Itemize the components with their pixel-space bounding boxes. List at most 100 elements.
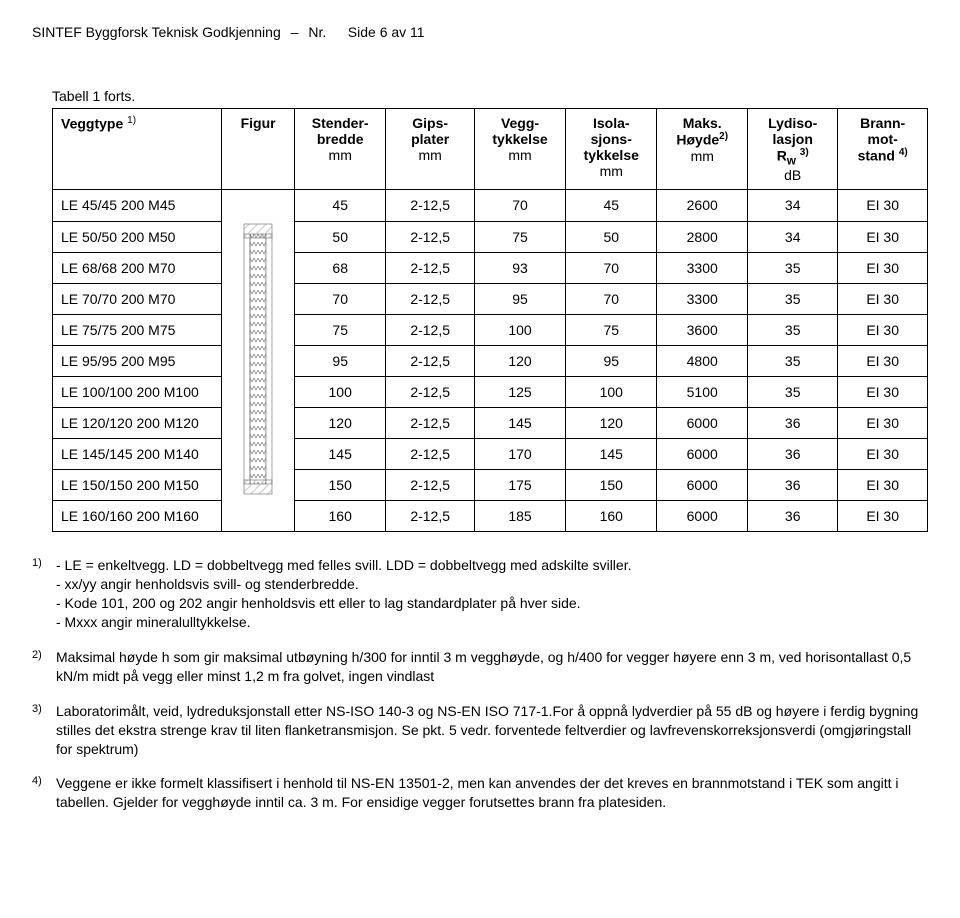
table-cell: 75 bbox=[294, 314, 386, 345]
table-cell: 6000 bbox=[657, 501, 748, 532]
footnote: 3)Laboratorimålt, veid, lydreduksjonstal… bbox=[32, 702, 928, 759]
footnotes: 1)- LE = enkeltvegg. LD = dobbeltvegg me… bbox=[32, 556, 928, 812]
footnote-number: 3) bbox=[32, 702, 56, 759]
footnote-number: 2) bbox=[32, 648, 56, 686]
col-header-isola: Isola- sjons- tykkelse mm bbox=[566, 109, 657, 190]
footnote-text: Veggene er ikke formelt klassifisert i h… bbox=[56, 774, 928, 812]
table-cell: 120 bbox=[566, 408, 657, 439]
footnote: 1)- LE = enkeltvegg. LD = dobbeltvegg me… bbox=[32, 556, 928, 632]
table-cell: 2800 bbox=[657, 221, 748, 252]
table-cell: EI 30 bbox=[838, 376, 928, 407]
table-cell: EI 30 bbox=[838, 283, 928, 314]
table-cell: 160 bbox=[566, 501, 657, 532]
table-cell: 100 bbox=[294, 376, 386, 407]
table-cell: 145 bbox=[566, 439, 657, 470]
cell-veggtype: LE 75/75 200 M75 bbox=[53, 314, 222, 345]
col-header-maks: Maks. Høyde2) mm bbox=[657, 109, 748, 190]
header-sep: – bbox=[291, 24, 299, 40]
table-cell: 50 bbox=[294, 221, 386, 252]
table-row: LE 160/160 200 M1601602-12,5185160600036… bbox=[53, 501, 928, 532]
table-cell: 35 bbox=[748, 345, 838, 376]
footnote-text: Maksimal høyde h som gir maksimal utbøyn… bbox=[56, 648, 928, 686]
table-cell: 70 bbox=[474, 190, 565, 221]
footnote-number: 4) bbox=[32, 774, 56, 812]
table-row: LE 45/45 200 M45 452-12,57045260034EI 30 bbox=[53, 190, 928, 221]
col-header-brann: Brann- mot- stand 4) bbox=[838, 109, 928, 190]
table-cell: 35 bbox=[748, 314, 838, 345]
table-row: LE 50/50 200 M50502-12,57550280034EI 30 bbox=[53, 221, 928, 252]
table-cell: 95 bbox=[294, 345, 386, 376]
table-cell: 2-12,5 bbox=[386, 190, 474, 221]
table-cell: 3600 bbox=[657, 314, 748, 345]
table-cell: 34 bbox=[748, 221, 838, 252]
col-header-lyd: Lydiso- lasjon Rw 3) dB bbox=[748, 109, 838, 190]
footnote: 4)Veggene er ikke formelt klassifisert i… bbox=[32, 774, 928, 812]
table-cell: 35 bbox=[748, 376, 838, 407]
page-header: SINTEF Byggforsk Teknisk Godkjenning – N… bbox=[32, 24, 928, 40]
table-cell: 120 bbox=[474, 345, 565, 376]
table-cell: 75 bbox=[566, 314, 657, 345]
table-cell: 120 bbox=[294, 408, 386, 439]
cell-veggtype: LE 68/68 200 M70 bbox=[53, 252, 222, 283]
table-cell: 70 bbox=[566, 283, 657, 314]
cell-figur bbox=[222, 190, 295, 532]
cell-veggtype: LE 50/50 200 M50 bbox=[53, 221, 222, 252]
table-cell: 170 bbox=[474, 439, 565, 470]
cell-veggtype: LE 45/45 200 M45 bbox=[53, 190, 222, 221]
table-cell: 3300 bbox=[657, 252, 748, 283]
table-cell: EI 30 bbox=[838, 345, 928, 376]
table-cell: 45 bbox=[566, 190, 657, 221]
table-cell: 2-12,5 bbox=[386, 252, 474, 283]
table-cell: 3300 bbox=[657, 283, 748, 314]
table-cell: 45 bbox=[294, 190, 386, 221]
cell-veggtype: LE 160/160 200 M160 bbox=[53, 501, 222, 532]
table-cell: 68 bbox=[294, 252, 386, 283]
table-cell: 36 bbox=[748, 439, 838, 470]
table-cell: 35 bbox=[748, 283, 838, 314]
table-cell: 185 bbox=[474, 501, 565, 532]
footnote-number: 1) bbox=[32, 556, 56, 632]
col-header-stender: Stender- bredde mm bbox=[294, 109, 386, 190]
table-cell: 93 bbox=[474, 252, 565, 283]
table-cell: 6000 bbox=[657, 408, 748, 439]
table-row: LE 75/75 200 M75752-12,510075360035EI 30 bbox=[53, 314, 928, 345]
table-cell: 2-12,5 bbox=[386, 314, 474, 345]
table-cell: 34 bbox=[748, 190, 838, 221]
table-row: LE 120/120 200 M1201202-12,5145120600036… bbox=[53, 408, 928, 439]
table-cell: 100 bbox=[474, 314, 565, 345]
footnote-text: Laboratorimålt, veid, lydreduksjonstall … bbox=[56, 702, 928, 759]
table-caption: Tabell 1 forts. bbox=[52, 88, 928, 104]
table-cell: 6000 bbox=[657, 470, 748, 501]
table-cell: 6000 bbox=[657, 439, 748, 470]
table-cell: 145 bbox=[294, 439, 386, 470]
table-cell: 36 bbox=[748, 501, 838, 532]
table-cell: 70 bbox=[294, 283, 386, 314]
table-header-row: Veggtype 1) Figur Stender- bredde mm Gip… bbox=[53, 109, 928, 190]
table-row: LE 145/145 200 M1401452-12,5170145600036… bbox=[53, 439, 928, 470]
col-header-veggtype: Veggtype 1) bbox=[53, 109, 222, 190]
table-cell: EI 30 bbox=[838, 252, 928, 283]
table-cell: 70 bbox=[566, 252, 657, 283]
table-cell: 2-12,5 bbox=[386, 283, 474, 314]
table-cell: EI 30 bbox=[838, 190, 928, 221]
table-cell: 2600 bbox=[657, 190, 748, 221]
table-cell: EI 30 bbox=[838, 221, 928, 252]
table-cell: 150 bbox=[566, 470, 657, 501]
table-cell: 50 bbox=[566, 221, 657, 252]
footnote-text: - LE = enkeltvegg. LD = dobbeltvegg med … bbox=[56, 556, 928, 632]
table-cell: 100 bbox=[566, 376, 657, 407]
table-row: LE 68/68 200 M70682-12,59370330035EI 30 bbox=[53, 252, 928, 283]
cell-veggtype: LE 70/70 200 M70 bbox=[53, 283, 222, 314]
table-cell: 4800 bbox=[657, 345, 748, 376]
header-nr: Nr. bbox=[308, 24, 326, 40]
table-cell: 95 bbox=[474, 283, 565, 314]
table-cell: EI 30 bbox=[838, 314, 928, 345]
table-cell: 2-12,5 bbox=[386, 221, 474, 252]
table-cell: 2-12,5 bbox=[386, 439, 474, 470]
col-header-gips: Gips- plater mm bbox=[386, 109, 474, 190]
footnote: 2)Maksimal høyde h som gir maksimal utbø… bbox=[32, 648, 928, 686]
table-row: LE 100/100 200 M1001002-12,5125100510035… bbox=[53, 376, 928, 407]
table-cell: 36 bbox=[748, 408, 838, 439]
cell-veggtype: LE 150/150 200 M150 bbox=[53, 470, 222, 501]
wall-section-icon bbox=[236, 194, 280, 524]
